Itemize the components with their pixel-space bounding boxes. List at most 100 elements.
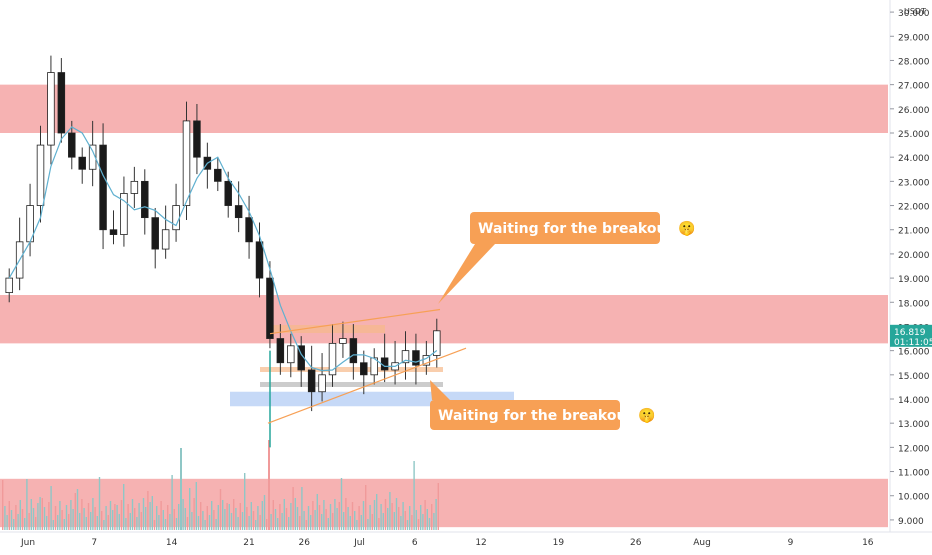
- volume-bar: [178, 504, 180, 530]
- volume-bar: [65, 505, 68, 530]
- candle-body: [224, 180, 232, 206]
- volume-bar: [325, 509, 327, 530]
- volume-bar: [362, 501, 365, 530]
- candle-body: [328, 342, 337, 376]
- volume-bar: [200, 502, 202, 530]
- volume-bar: [268, 440, 270, 530]
- volume-bar: [406, 520, 409, 530]
- callout-tail: [438, 244, 495, 304]
- volume-bar: [400, 516, 402, 530]
- volume-bar: [433, 513, 435, 530]
- candle-body: [130, 180, 139, 194]
- candle-body: [5, 277, 13, 294]
- volume-bar: [343, 512, 345, 530]
- quote-currency-label: USDT: [904, 7, 926, 16]
- volume-bar: [288, 517, 290, 530]
- volume-bar: [365, 485, 367, 530]
- price-tick-label: 28.000: [898, 57, 930, 67]
- volume-bar: [263, 495, 266, 530]
- volume-bar: [312, 501, 314, 530]
- volume-bar: [116, 505, 118, 530]
- volume-bar: [142, 498, 145, 530]
- volume-bar: [136, 517, 138, 530]
- volume-bar: [208, 515, 211, 530]
- volume-bar: [305, 520, 307, 530]
- volume-bar: [180, 448, 182, 530]
- candle-body: [141, 180, 149, 219]
- price-tick-label: 21.000: [898, 227, 930, 237]
- volume-bar: [26, 479, 28, 530]
- candle-body: [339, 338, 347, 344]
- volume-bar: [239, 503, 241, 530]
- volume-bar: [426, 509, 428, 530]
- volume-bar: [299, 516, 301, 530]
- price-tick-label: 14.000: [898, 396, 930, 406]
- volume-bar: [35, 517, 37, 530]
- candle-body: [214, 168, 222, 182]
- candle-body: [99, 144, 107, 231]
- volume-bar: [283, 499, 285, 530]
- volume-bar: [162, 510, 164, 530]
- volume-bar: [79, 513, 81, 530]
- candle-body: [78, 156, 86, 170]
- volume-bar: [81, 499, 83, 530]
- volume-bar: [420, 505, 422, 530]
- volume-bar: [147, 491, 149, 530]
- resistance-zone: [0, 295, 888, 344]
- price-tick-label: 22.000: [898, 203, 930, 213]
- volume-bar: [160, 501, 162, 530]
- volume-bar: [349, 516, 351, 530]
- volume-bar: [158, 515, 160, 530]
- volume-bar: [292, 487, 294, 530]
- volume-bar: [125, 518, 127, 530]
- volume-bar: [358, 506, 360, 530]
- time-tick-label: 16: [862, 538, 874, 548]
- candle-body: [161, 229, 170, 250]
- time-tick-label: 19: [553, 538, 565, 548]
- level-band: [260, 367, 443, 372]
- volume-bar: [237, 517, 239, 530]
- volume-bar: [169, 514, 171, 530]
- price-tick-label: 19.000: [898, 275, 930, 285]
- volume-bar: [290, 503, 292, 530]
- volume-bar: [59, 501, 61, 530]
- volume-bar: [175, 518, 178, 530]
- volume-bar: [72, 509, 74, 530]
- time-tick-label: 26: [299, 538, 311, 548]
- volume-bar: [94, 507, 96, 530]
- price-tick-label: 29.000: [898, 33, 930, 43]
- volume-bar: [391, 503, 393, 530]
- candle-body: [182, 120, 191, 206]
- volume-bar: [85, 517, 87, 530]
- volume-bar: [54, 506, 57, 530]
- volume-bar: [98, 477, 101, 530]
- price-tick-label: 23.000: [898, 178, 930, 188]
- volume-bar: [285, 508, 288, 530]
- volume-bar: [415, 510, 417, 530]
- volume-bar: [195, 482, 197, 530]
- price-tick-label: 15.000: [898, 372, 930, 382]
- volume-bar: [281, 513, 283, 530]
- volume-bar: [345, 498, 347, 530]
- candle-body: [109, 229, 118, 235]
- volume-bar: [294, 498, 296, 530]
- volume-bar: [134, 508, 136, 530]
- time-tick-label: 26: [630, 538, 642, 548]
- volume-bar: [235, 508, 237, 530]
- volume-bar: [21, 509, 24, 530]
- volume-bar: [409, 506, 411, 530]
- volume-bar: [61, 510, 63, 530]
- volume-bar: [46, 516, 48, 530]
- volume-bar: [340, 478, 343, 530]
- volume-bar: [193, 498, 195, 530]
- volume-bar: [173, 509, 175, 530]
- volume-bar: [228, 504, 230, 530]
- volume-bar: [6, 515, 8, 530]
- volume-bar: [30, 499, 32, 530]
- volume-bar: [204, 520, 206, 530]
- volume-bar: [248, 516, 250, 530]
- volume-bar: [123, 484, 125, 530]
- volume-bar: [156, 506, 158, 530]
- volume-bar: [92, 498, 94, 530]
